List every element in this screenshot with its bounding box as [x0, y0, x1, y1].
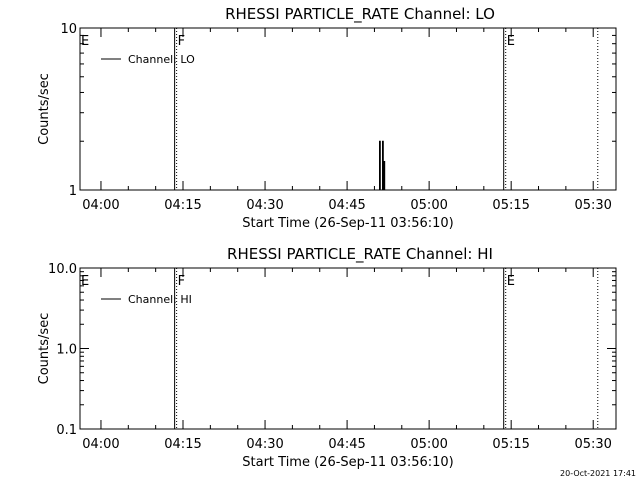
- x-axis-label: Start Time (26-Sep-11 03:56:10): [242, 216, 453, 231]
- x-tick-label: 05:30: [574, 198, 611, 213]
- series-line: [379, 140, 386, 191]
- x-tick-label: 05:00: [410, 437, 447, 452]
- x-tick-label: 04:30: [246, 198, 283, 213]
- x-tick-label: 05:15: [492, 198, 529, 213]
- x-tick-label: 04:00: [82, 198, 119, 213]
- x-axis-label: Start Time (26-Sep-11 03:56:10): [242, 455, 453, 470]
- y-tick-label: 1: [69, 184, 77, 199]
- chart-title: RHESSI PARTICLE_RATE Channel: HI: [227, 245, 493, 264]
- chart-title: RHESSI PARTICLE_RATE Channel: LO: [225, 5, 495, 24]
- legend-entry: Channel: HI: [128, 293, 192, 306]
- legend-entry: Channel: LO: [128, 53, 195, 66]
- marker-label: E: [507, 274, 515, 289]
- x-tick-label: 05:15: [492, 437, 529, 452]
- x-tick-label: 04:45: [328, 198, 365, 213]
- marker-label: F: [178, 34, 185, 49]
- plot-frame: [79, 27, 617, 191]
- y-axis-label: Counts/sec: [37, 313, 52, 385]
- footer-timestamp: 20-Oct-2021 17:41: [560, 469, 636, 478]
- x-tick-label: 04:45: [328, 437, 365, 452]
- x-tick-label: 05:00: [410, 198, 447, 213]
- marker-label: E: [81, 274, 89, 289]
- x-tick-label: 04:30: [246, 437, 283, 452]
- marker-label: F: [178, 274, 185, 289]
- y-axis-label: Counts/sec: [37, 73, 52, 145]
- marker-label: E: [507, 34, 515, 49]
- chart-panel-2: RHESSI PARTICLE_RATE Channel: HI Start Ti…: [37, 245, 617, 470]
- y-tick-label: 1.0: [56, 343, 77, 358]
- x-tick-label: 05:30: [574, 437, 611, 452]
- marker-label: E: [81, 34, 89, 49]
- x-tick-label: 04:00: [82, 437, 119, 452]
- chart-panel-1: RHESSI PARTICLE_RATE Channel: LO Start Ti…: [37, 5, 617, 231]
- y-tick-label: 10: [60, 22, 77, 37]
- y-tick-label: 0.1: [56, 423, 77, 438]
- x-tick-label: 04:15: [164, 198, 201, 213]
- y-tick-label: 10.0: [48, 262, 77, 277]
- x-tick-label: 04:15: [164, 437, 201, 452]
